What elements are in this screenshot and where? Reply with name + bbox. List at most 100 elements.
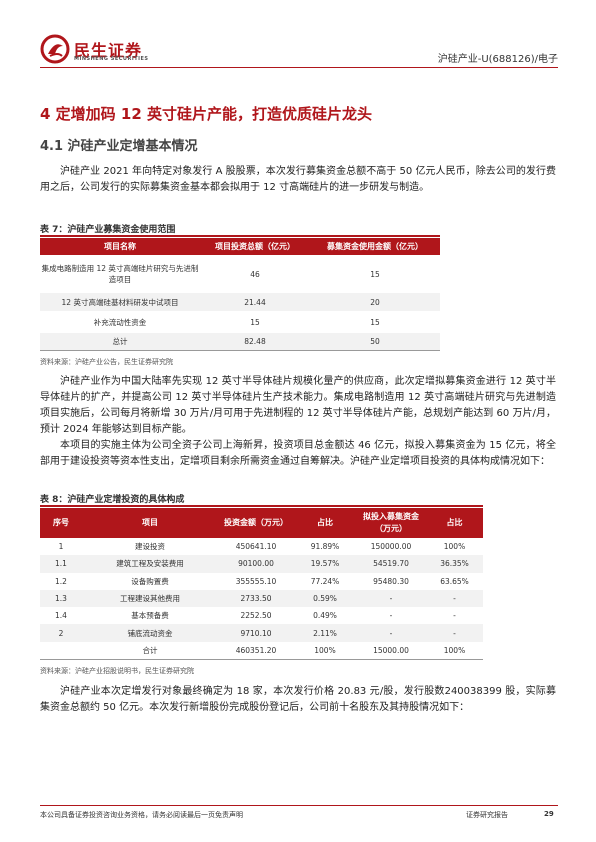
table-row: 1 建设投资 450641.10 91.89% 150000.00 100% (40, 538, 483, 555)
table7-header-cell: 项目投资总额（亿元） (200, 238, 310, 255)
paragraph-2: 沪硅产业作为中国大陆率先实现 12 英寸半导体硅片规模化量产的供应商，此次定增拟… (40, 376, 556, 435)
table-cell: 82.48 (200, 333, 310, 351)
table-cell: 15 (370, 317, 380, 327)
table-cell: 12 英寸高端硅基材料研发中试项目 (40, 293, 200, 311)
table-cell: 15 (370, 269, 380, 279)
table-cell: 2.11% (294, 624, 356, 642)
table7-top-rule (40, 235, 440, 237)
table-cell: - (356, 624, 426, 642)
table-cell: 0.49% (313, 611, 337, 621)
table7-header-cell: 项目名称 (40, 238, 200, 255)
table-cell: - (389, 611, 393, 621)
table-row: 12 英寸高端硅基材料研发中试项目 21.44 20 (40, 293, 440, 311)
table-row: 2 铺底流动资金 9710.10 2.11% - - (40, 624, 483, 642)
table-cell: 100% (294, 641, 356, 660)
table-cell: 设备购置费 (131, 576, 169, 586)
table-cell: 46 (250, 269, 260, 279)
footer-report-type: 证券研究报告 (466, 811, 508, 819)
table8-title: 表 8：沪硅产业定增投资的具体构成 (40, 495, 185, 505)
table-cell: 460351.20 (218, 641, 294, 660)
table8-header-cell: 投资金额（万元） (218, 508, 294, 538)
subsection-title: 4.1 沪硅产业定增基本情况 (40, 139, 198, 154)
paragraph-3: 本项目的实施主体为公司全资子公司上海新昇，投资项目总金额达 46 亿元，拟投入募… (40, 440, 556, 467)
table7-header-cell: 募集资金使用金额（亿元） (310, 238, 440, 255)
table-cell: 50 (310, 333, 440, 351)
table-row: 补充流动性资金 15 15 (40, 311, 440, 333)
table-cell: 36.35% (426, 555, 483, 573)
table-row: 集成电路制造用 12 英寸高端硅片研究与先进制造项目 46 15 (40, 255, 440, 293)
table-row: 总计 82.48 50 (40, 333, 440, 351)
table-cell: 91.89% (310, 542, 340, 552)
table-cell: 77.24% (310, 576, 340, 586)
logo-chinese-text: 民生证券 (74, 41, 143, 60)
table-cell: 铺底流动资金 (82, 624, 218, 642)
table-cell: 20 (310, 293, 440, 311)
page-number: 29 (544, 810, 554, 818)
section-title: 4 定增加码 12 英寸硅片产能，打造优质硅片龙头 (40, 105, 372, 123)
header-divider (40, 67, 558, 68)
table8-header-cell: 占比 (294, 508, 356, 538)
table-cell: - (356, 589, 426, 608)
table-cell: 15000.00 (356, 641, 426, 660)
table-row: 1.3 工程建设其他费用 2733.50 0.59% - - (40, 589, 483, 608)
table-cell: 355555.10 (235, 576, 277, 586)
table-cell: 基本预备费 (131, 611, 169, 621)
table-cell: 90100.00 (218, 555, 294, 573)
table-row: 1.4 基本预备费 2252.50 0.49% - - (40, 607, 483, 624)
table-cell: 21.44 (200, 293, 310, 311)
table-cell: - (426, 589, 483, 608)
table7-source: 资料来源：沪硅产业公告，民生证券研究院 (40, 358, 173, 366)
table8: 序号 项目 投资金额（万元） 占比 拟投入募集资金（万元） 占比 1 建设投资 … (40, 508, 483, 660)
table-cell (40, 641, 82, 660)
table-cell: 1.2 (55, 576, 67, 586)
table7: 项目名称 项目投资总额（亿元） 募集资金使用金额（亿元） 集成电路制造用 12 … (40, 238, 440, 351)
report-ticker: 沪硅产业-U(688126)/电子 (437, 54, 558, 65)
footer-disclaimer: 本公司具备证券投资咨询业务资格，请务必阅读最后一页免责声明 (40, 811, 243, 819)
table-cell: 100% (443, 542, 466, 552)
table-cell: 建筑工程及安装费用 (82, 555, 218, 573)
table-cell: 合计 (82, 641, 218, 660)
company-logo: 民生证券 MINSHENG SECURITIES (40, 34, 240, 64)
table8-header-row: 序号 项目 投资金额（万元） 占比 拟投入募集资金（万元） 占比 (40, 508, 483, 538)
table-cell: 工程建设其他费用 (82, 589, 218, 608)
table-cell: 100% (426, 641, 483, 660)
table7-title: 表 7：沪硅产业募集资金使用范围 (40, 225, 176, 235)
table-row: 1.2 设备购置费 355555.10 77.24% 95480.30 63.6… (40, 573, 483, 590)
table-cell: 补充流动性资金 (93, 317, 147, 327)
table-cell: 集成电路制造用 12 英寸高端硅片研究与先进制造项目 (41, 264, 199, 284)
footer-divider (40, 805, 558, 806)
table-cell: 0.59% (294, 589, 356, 608)
table8-top-rule (40, 505, 483, 507)
table-cell: 2733.50 (218, 589, 294, 608)
page-header: 民生证券 MINSHENG SECURITIES 沪硅产业-U(688126)/… (40, 28, 558, 68)
table8-source: 资料来源：沪硅产业招股说明书，民生证券研究院 (40, 667, 194, 675)
logo-mark-icon (40, 34, 70, 64)
table-cell: 2252.50 (240, 611, 272, 621)
table8-header-cell: 拟投入募集资金（万元） (356, 508, 426, 538)
table-cell: 54519.70 (356, 555, 426, 573)
table8-header-cell: 项目 (82, 508, 218, 538)
paragraph-4: 沪硅产业本次定增发行对象最终确定为 18 家，本次发行价格 20.83 元/股，… (40, 686, 556, 713)
table8-header-cell: 序号 (40, 508, 82, 538)
table-cell: 1.3 (40, 589, 82, 608)
table-cell: 150000.00 (370, 542, 412, 552)
table-cell: 450641.10 (235, 542, 277, 552)
table8-header-cell: 占比 (426, 508, 483, 538)
table-cell: 9710.10 (218, 624, 294, 642)
table-cell: - (453, 611, 456, 621)
table-row: 合计 460351.20 100% 15000.00 100% (40, 641, 483, 660)
table7-header-row: 项目名称 项目投资总额（亿元） 募集资金使用金额（亿元） (40, 238, 440, 255)
table-cell: 19.57% (294, 555, 356, 573)
table-row: 1.1 建筑工程及安装费用 90100.00 19.57% 54519.70 3… (40, 555, 483, 573)
table-cell: 15 (250, 317, 260, 327)
table-cell: - (426, 624, 483, 642)
table-cell: 1.4 (55, 611, 67, 621)
table-cell: 2 (40, 624, 82, 642)
table-cell: 总计 (40, 333, 200, 351)
paragraph-1: 沪硅产业 2021 年向特定对象发行 A 股股票，本次发行募集资金总额不高于 5… (40, 166, 556, 193)
table-cell: 95480.30 (373, 576, 409, 586)
table-cell: 建设投资 (135, 542, 165, 552)
table-cell: 1 (58, 542, 64, 552)
table-cell: 63.65% (440, 576, 469, 586)
logo-english-text: MINSHENG SECURITIES (74, 56, 149, 62)
